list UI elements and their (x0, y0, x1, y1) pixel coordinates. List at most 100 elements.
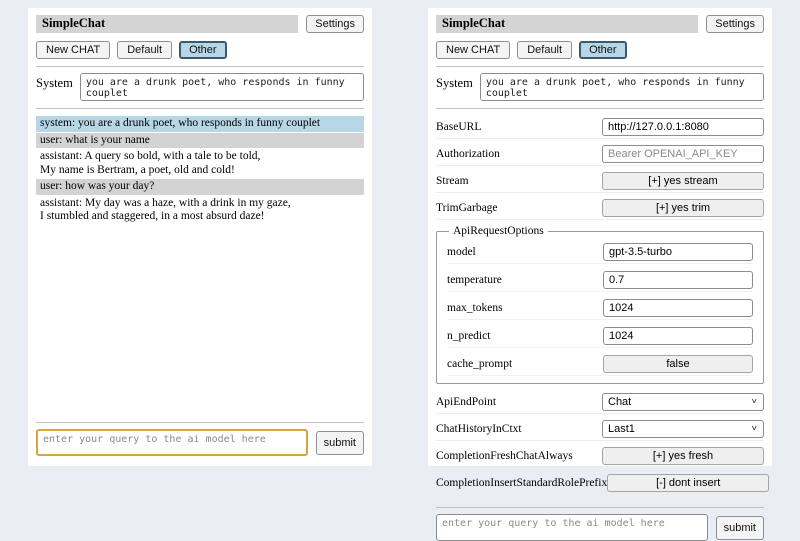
titlebar: SimpleChat Settings (36, 15, 364, 33)
max_tokens-input[interactable] (603, 299, 753, 317)
setting-row-model: model (447, 242, 753, 264)
setting-control: Chat (602, 392, 764, 411)
divider (36, 422, 364, 423)
setting-row-temperature: temperature (447, 270, 753, 292)
setting-control (602, 144, 764, 163)
setting-row-n_predict: n_predict (447, 326, 753, 348)
system-prompt-input[interactable]: you are a drunk poet, who responds in fu… (479, 73, 764, 101)
TrimGarbage-toggle-button[interactable]: [+] yes trim (602, 199, 764, 217)
divider (436, 507, 764, 508)
query-input[interactable] (436, 514, 708, 541)
setting-row-TrimGarbage: TrimGarbage [+] yes trim (436, 198, 764, 220)
settings-panel: SimpleChat Settings New CHAT Default Oth… (428, 8, 772, 541)
setting-row-ChatHistoryInCtxt: ChatHistoryInCtxt Last1 (436, 419, 764, 441)
new-chat-button[interactable]: New CHAT (36, 41, 111, 59)
setting-control: [-] dont insert (607, 473, 770, 492)
submit-button[interactable]: submit (715, 515, 764, 540)
setting-label-CompletionInsertStandardRolePrefix: CompletionInsertStandardRolePrefix (436, 476, 608, 489)
setting-label-max_tokens: max_tokens (447, 301, 503, 314)
divider (436, 66, 764, 67)
setting-control: [+] yes trim (602, 198, 764, 217)
divider (36, 108, 364, 109)
system-row: System you are a drunk poet, who respond… (36, 73, 364, 101)
setting-control: false (603, 354, 753, 373)
titlebar: SimpleChat Settings (436, 15, 764, 33)
setting-label-ApiEndPoint: ApiEndPoint (436, 395, 497, 408)
chat-message-assistant: assistant: A query so bold, with a tale … (40, 150, 261, 176)
setting-label-model: model (447, 245, 476, 258)
session-toolbar: New CHAT Default Other (36, 41, 364, 59)
setting-control (603, 326, 753, 345)
setting-control: Last1 (602, 419, 764, 438)
settings-rows-top: BaseURL Authorization Stream [+] yes stream… (436, 117, 764, 220)
CompletionFreshChatAlways-toggle-button[interactable]: [+] yes fresh (602, 447, 764, 465)
setting-row-Authorization: Authorization (436, 144, 764, 166)
setting-row-cache_prompt: cache_prompt false (447, 354, 753, 376)
ChatHistoryInCtxt-select-wrap: Last1 (602, 419, 764, 438)
Authorization-input[interactable] (602, 145, 764, 163)
setting-label-Stream: Stream (436, 174, 469, 187)
new-chat-button[interactable]: New CHAT (436, 41, 511, 59)
api-request-options-fieldset: ApiRequestOptions model temperature max_to… (436, 225, 764, 384)
cache_prompt-toggle-button[interactable]: false (603, 355, 753, 373)
chat-message-user: user: what is your name (36, 132, 364, 148)
chat-panel: SimpleChat Settings New CHAT Default Oth… (28, 8, 372, 466)
system-label: System (436, 76, 473, 90)
ChatHistoryInCtxt-select[interactable]: Last1 (602, 420, 764, 438)
setting-label-n_predict: n_predict (447, 329, 491, 342)
temperature-input[interactable] (603, 271, 753, 289)
chat-messages: system: you are a drunk poet, who respon… (36, 116, 364, 226)
chat-message-user: user: how was your day? (36, 179, 364, 195)
session-toolbar: New CHAT Default Other (436, 41, 764, 59)
setting-row-CompletionFreshChatAlways: CompletionFreshChatAlways [+] yes fresh (436, 446, 764, 468)
setting-row-ApiEndPoint: ApiEndPoint Chat (436, 392, 764, 414)
setting-control: [+] yes stream (602, 171, 764, 190)
query-row: submit (36, 429, 364, 456)
setting-control (603, 270, 753, 289)
settings-form: BaseURL Authorization Stream [+] yes stream… (436, 117, 770, 500)
divider (36, 66, 364, 67)
system-label: System (36, 76, 73, 90)
setting-label-ChatHistoryInCtxt: ChatHistoryInCtxt (436, 422, 522, 435)
app-title: SimpleChat (36, 15, 299, 33)
setting-label-CompletionFreshChatAlways: CompletionFreshChatAlways (436, 449, 573, 462)
settings-button[interactable]: Settings (706, 15, 764, 33)
chat-message-system: system: you are a drunk poet, who respon… (36, 116, 364, 132)
setting-row-max_tokens: max_tokens (447, 298, 753, 320)
settings-button[interactable]: Settings (306, 15, 364, 33)
ApiEndPoint-select-wrap: Chat (602, 392, 764, 411)
spacer (36, 226, 364, 416)
system-prompt-input[interactable]: you are a drunk poet, who responds in fu… (79, 73, 364, 101)
query-input[interactable] (36, 429, 308, 456)
setting-control (603, 242, 753, 261)
setting-control: [+] yes fresh (602, 446, 764, 465)
query-row: submit (436, 514, 764, 541)
system-row: System you are a drunk poet, who respond… (436, 73, 764, 101)
submit-button[interactable]: submit (315, 430, 364, 455)
divider (436, 108, 764, 109)
setting-label-cache_prompt: cache_prompt (447, 357, 513, 370)
ApiEndPoint-select[interactable]: Chat (602, 393, 764, 411)
CompletionInsertStandardRolePrefix-toggle-button[interactable]: [-] dont insert (607, 474, 770, 492)
setting-label-BaseURL: BaseURL (436, 120, 482, 133)
setting-row-CompletionInsertStandardRolePrefix: CompletionInsertStandardRolePrefix [-] do… (436, 473, 770, 495)
app-title: SimpleChat (436, 15, 699, 33)
setting-label-TrimGarbage: TrimGarbage (436, 201, 498, 214)
setting-control (603, 298, 753, 317)
setting-label-Authorization: Authorization (436, 147, 500, 160)
api-request-options-legend: ApiRequestOptions (453, 225, 544, 237)
session-button-other[interactable]: Other (579, 41, 627, 59)
settings-rows-fieldset: model temperature max_tokens n_predictcache… (447, 242, 753, 376)
session-button-other[interactable]: Other (179, 41, 227, 59)
setting-label-temperature: temperature (447, 273, 502, 286)
BaseURL-input[interactable] (602, 118, 764, 136)
Stream-toggle-button[interactable]: [+] yes stream (602, 172, 764, 190)
chat-message-assistant: assistant: My day was a haze, with a dri… (40, 196, 291, 223)
setting-row-Stream: Stream [+] yes stream (436, 171, 764, 193)
setting-control (602, 117, 764, 136)
session-button-default[interactable]: Default (117, 41, 173, 59)
model-input[interactable] (603, 243, 753, 261)
setting-row-BaseURL: BaseURL (436, 117, 764, 139)
n_predict-input[interactable] (603, 327, 753, 345)
session-button-default[interactable]: Default (517, 41, 573, 59)
